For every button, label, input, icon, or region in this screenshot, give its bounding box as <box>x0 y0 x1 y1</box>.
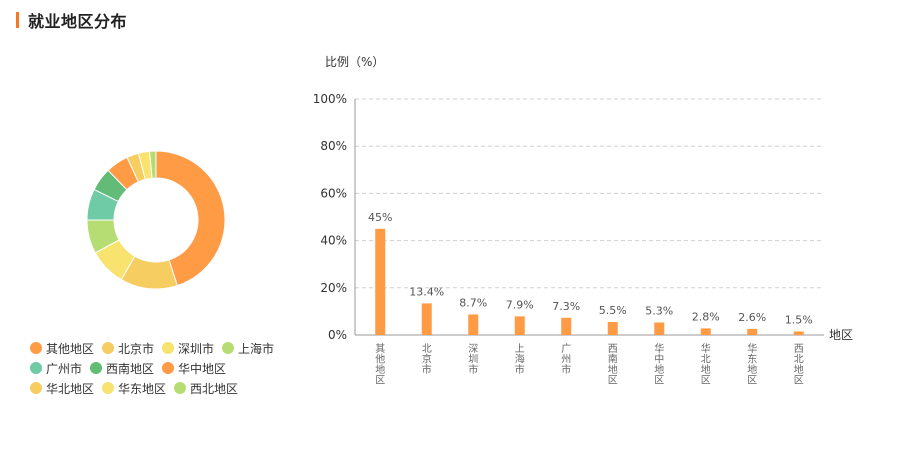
legend-label: 华中地区 <box>178 361 227 376</box>
bar[interactable] <box>375 228 386 335</box>
legend-label: 北京市 <box>118 341 155 356</box>
title-accent-bar <box>16 12 19 28</box>
bar-value-label: 2.6% <box>738 311 766 324</box>
legend-swatch <box>174 382 187 394</box>
section-header: 就业地区分布 <box>16 11 128 31</box>
legend-item[interactable]: 上海市 <box>222 340 274 357</box>
bar[interactable] <box>468 314 479 335</box>
legend-item[interactable]: 西南地区 <box>90 360 154 377</box>
bar[interactable] <box>607 322 618 335</box>
y-tick-label: 0% <box>328 328 347 342</box>
legend-item[interactable]: 北京市 <box>102 340 154 357</box>
bar-value-label: 2.8% <box>692 310 720 323</box>
legend-swatch <box>102 382 115 394</box>
legend-label: 西南地区 <box>106 361 155 376</box>
legend-swatch <box>102 342 115 354</box>
bar-value-label: 5.3% <box>645 304 673 317</box>
legend-row: 广州市 西南地区 华中地区 <box>30 358 300 378</box>
x-tick-label: 西北地区 <box>794 344 804 387</box>
legend-item[interactable]: 华北地区 <box>30 380 94 397</box>
bar-value-label: 8.7% <box>459 296 487 309</box>
legend-label: 其他地区 <box>46 341 95 356</box>
legend-swatch <box>222 342 235 354</box>
legend-label: 深圳市 <box>178 341 215 356</box>
x-tick-label: 北京市 <box>422 343 432 376</box>
x-tick-label: 深圳市 <box>468 343 478 376</box>
y-axis-title: 比例（%） <box>325 55 384 69</box>
x-tick-label: 西南地区 <box>608 344 618 387</box>
legend-item[interactable]: 广州市 <box>30 360 82 377</box>
bar[interactable] <box>514 316 525 335</box>
x-tick-label: 华北地区 <box>701 342 711 387</box>
donut-chart <box>86 150 226 290</box>
legend-item[interactable]: 华中地区 <box>162 360 226 377</box>
y-tick-label: 60% <box>320 186 347 200</box>
x-tick-label: 其他地区 <box>375 343 385 387</box>
x-tick-label: 华中地区 <box>654 342 664 387</box>
bar[interactable] <box>654 322 665 335</box>
legend-swatch <box>30 362 42 374</box>
bar-value-label: 5.5% <box>599 304 627 317</box>
donut-slice[interactable] <box>148 150 157 179</box>
bar-value-label: 7.9% <box>506 298 534 311</box>
legend-swatch <box>90 362 103 374</box>
bar[interactable] <box>421 303 432 335</box>
bar[interactable] <box>747 328 758 335</box>
x-tick-label: 上海市 <box>515 343 525 376</box>
legend-swatch <box>162 342 175 354</box>
section-title: 就业地区分布 <box>28 12 128 31</box>
legend-item[interactable]: 西北地区 <box>174 380 238 397</box>
y-tick-label: 80% <box>320 139 347 153</box>
legend-label: 上海市 <box>238 341 275 356</box>
legend-label: 西北地区 <box>190 381 239 396</box>
x-tick-label: 广州市 <box>561 343 571 376</box>
donut-legend: 其他地区 北京市 深圳市 上海市广州市 西南地区 华中地区华北地区 华东地区 西北地区 <box>30 338 300 398</box>
bar-value-label: 45% <box>368 211 392 224</box>
bar[interactable] <box>793 331 804 335</box>
bar-value-label: 7.3% <box>552 300 580 313</box>
bar[interactable] <box>561 317 572 335</box>
x-axis-title: 地区 <box>829 328 853 342</box>
y-tick-label: 20% <box>320 281 347 295</box>
y-tick-label: 100% <box>313 92 347 106</box>
legend-label: 华北地区 <box>46 381 95 396</box>
y-tick-label: 40% <box>320 234 347 248</box>
bar-value-label: 13.4% <box>409 285 444 298</box>
bar-value-label: 1.5% <box>785 313 813 326</box>
legend-item[interactable]: 其他地区 <box>30 340 94 357</box>
donut-slice[interactable] <box>155 150 226 287</box>
legend-swatch <box>30 382 42 394</box>
bar[interactable] <box>700 328 711 335</box>
legend-row: 华北地区 华东地区 西北地区 <box>30 378 300 398</box>
legend-label: 华东地区 <box>118 381 167 396</box>
x-tick-label: 华东地区 <box>747 342 757 387</box>
legend-item[interactable]: 深圳市 <box>162 340 214 357</box>
legend-row: 其他地区 北京市 深圳市 上海市 <box>30 338 300 358</box>
legend-label: 广州市 <box>46 361 83 376</box>
legend-item[interactable]: 华东地区 <box>102 380 166 397</box>
legend-swatch <box>30 342 42 354</box>
legend-swatch <box>162 362 175 374</box>
